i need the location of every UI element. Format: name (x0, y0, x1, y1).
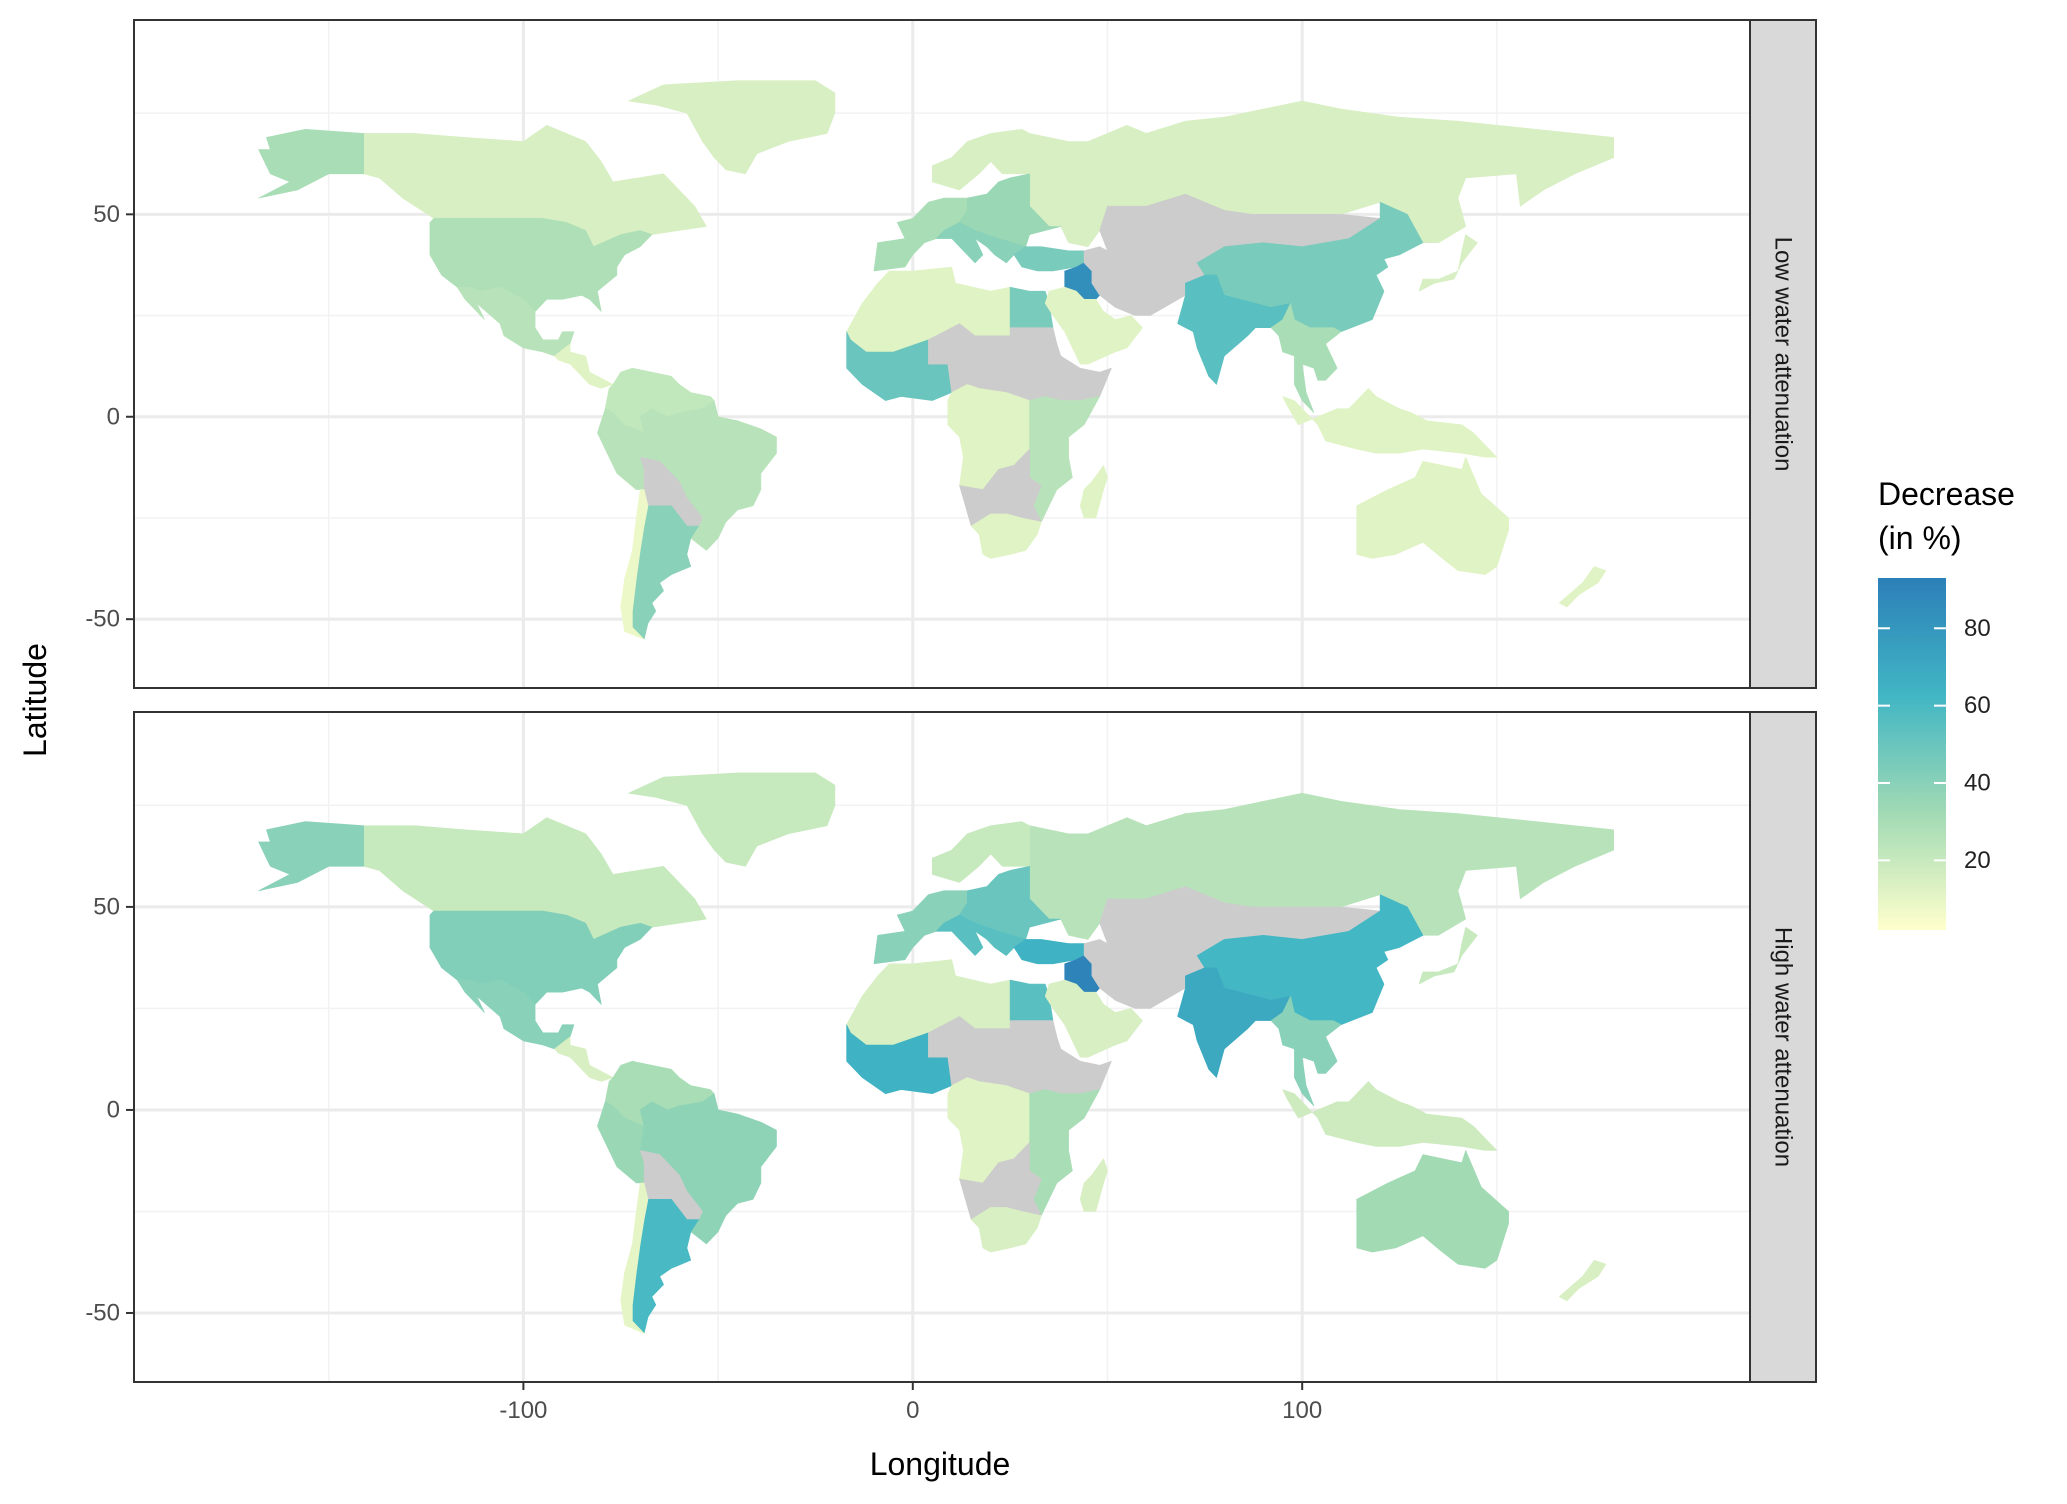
map-region (456, 979, 575, 1050)
y-tick-label: -50 (85, 1299, 120, 1326)
y-tick-label: 0 (107, 1096, 120, 1123)
y-axis: -50 0 50 (85, 893, 134, 1326)
color-legend: Decrease (in %) 20 40 60 80 (1878, 476, 2015, 930)
map-region (873, 890, 968, 965)
map-region (1079, 465, 1108, 519)
y-tick-label: -50 (85, 606, 120, 633)
map-region (1356, 456, 1509, 575)
map-region (970, 1207, 1042, 1253)
facet-strip (1749, 19, 1817, 689)
map-region (1558, 566, 1607, 608)
facet-panel: High water attenuation -50 0 50 (85, 711, 1817, 1383)
map-region (932, 129, 1030, 191)
legend-tick-label: 60 (1964, 692, 1991, 719)
legend-tick-label: 80 (1964, 615, 1991, 642)
legend-colorbar (1878, 578, 1946, 930)
y-tick-label: 0 (107, 403, 120, 430)
map-region (628, 80, 836, 175)
map-region (456, 286, 575, 357)
map-region (970, 513, 1042, 559)
y-axis: -50 0 50 (85, 201, 134, 633)
map-region (620, 489, 649, 640)
legend-title: (in %) (1878, 520, 1962, 556)
map-region (258, 821, 364, 891)
map-region (1418, 234, 1478, 292)
map-region (932, 821, 1030, 883)
legend-tick-label: 40 (1964, 770, 1991, 797)
map-region (1044, 286, 1143, 365)
map-region (1282, 388, 1498, 458)
map-region (1558, 1259, 1607, 1302)
facet-panel: Low water attenuation -50 0 50 (85, 19, 1817, 689)
map-region (1270, 995, 1342, 1107)
x-tick-label: -100 (499, 1397, 547, 1424)
map-region (1270, 303, 1342, 413)
map-regions (258, 80, 1614, 640)
map-region (935, 914, 1026, 956)
facet-strip-label: High water attenuation (1770, 927, 1797, 1167)
legend-title: Decrease (1878, 476, 2015, 512)
map-region (1418, 926, 1478, 985)
map-regions (258, 772, 1614, 1334)
map-region (1044, 979, 1143, 1058)
map-region (873, 197, 968, 272)
map-region (1356, 1150, 1509, 1269)
x-axis: -100 0 100 (499, 1382, 1322, 1424)
facet-strip-label: Low water attenuation (1770, 237, 1797, 472)
facet-strip (1749, 711, 1817, 1383)
map-region (935, 222, 1026, 264)
x-tick-label: 100 (1282, 1397, 1322, 1424)
x-axis-title: Longitude (870, 1446, 1011, 1482)
map-region (628, 772, 836, 867)
legend-tick-label: 20 (1964, 847, 1991, 874)
map-region (258, 129, 364, 199)
map-region (620, 1182, 649, 1334)
y-tick-label: 50 (93, 893, 120, 920)
map-region (1282, 1081, 1498, 1151)
map-region (1079, 1158, 1108, 1212)
y-axis-title: Latitude (17, 643, 53, 757)
x-tick-label: 0 (906, 1397, 919, 1424)
y-tick-label: 50 (93, 201, 120, 228)
